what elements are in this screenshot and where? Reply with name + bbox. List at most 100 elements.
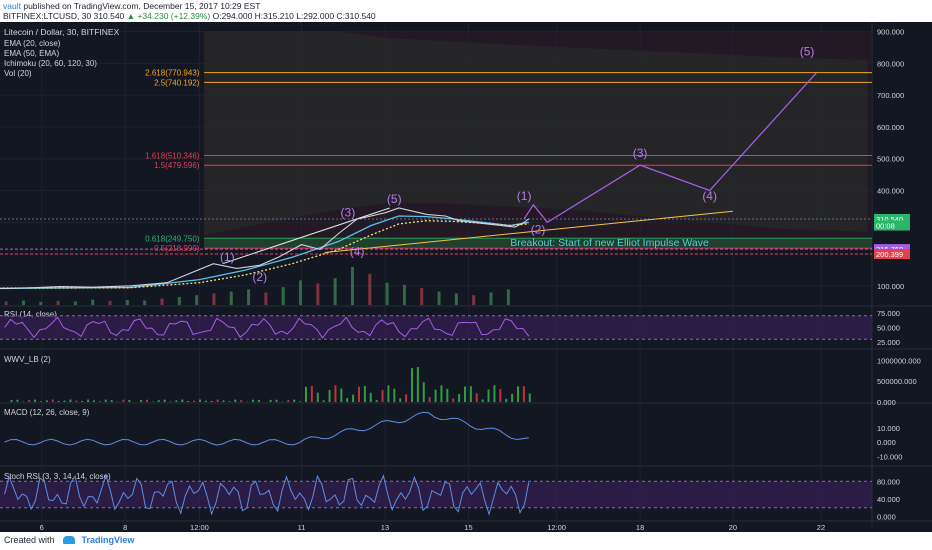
- wwv-bar-85: [505, 398, 508, 402]
- wave-label-0: (1): [220, 250, 235, 264]
- indicator-tick-1-2: 0.000: [877, 398, 896, 407]
- wwv-bar-89: [528, 393, 531, 402]
- wwv-bar-2: [16, 399, 19, 402]
- volume-bar-28: [489, 292, 493, 305]
- tradingview-brand[interactable]: TradingView: [81, 535, 135, 545]
- price-tick-6: 700.000: [877, 91, 904, 100]
- wwv-bar-80: [475, 393, 478, 402]
- wwv-bar-71: [422, 382, 425, 402]
- legend-title: Litecoin / Dollar, 30, BITFINEX: [4, 27, 120, 37]
- wwv-bar-33: [198, 399, 201, 402]
- wwv-bar-55: [328, 390, 331, 402]
- wave-label-6: (2): [531, 222, 546, 236]
- volume-bar-29: [506, 289, 510, 305]
- author-link[interactable]: vault: [3, 1, 21, 11]
- wwv-bar-4: [28, 400, 31, 402]
- time-tick-3: 11: [298, 523, 306, 532]
- wwv-bar-27: [163, 399, 166, 402]
- wwv-bar-75: [446, 388, 449, 402]
- fib-label-1: 2.5(740.192): [154, 78, 200, 87]
- legend: Litecoin / Dollar, 30, BITFINEX EMA (20,…: [4, 27, 120, 78]
- time-tick-2: 12:00: [190, 523, 209, 532]
- volume-bar-1: [21, 300, 25, 305]
- wwv-bar-15: [92, 400, 95, 402]
- indicator-tick-2-1: 0.000: [877, 438, 896, 447]
- wwv-bar-67: [399, 398, 402, 402]
- wwv-bar-32: [193, 400, 196, 402]
- wwv-bar-34: [204, 400, 207, 402]
- tradingview-logo-icon: [62, 536, 75, 544]
- time-tick-1: 8: [123, 523, 127, 532]
- pane-bg-3: [0, 405, 872, 465]
- published-text: published on TradingView.com, December 1…: [23, 1, 261, 11]
- time-tick-7: 18: [636, 523, 644, 532]
- indicator-panes: RSI (14, close) 75.000 50.000 25.000 WWV_LB …: [0, 309, 921, 521]
- price-tick-3: 400.000: [877, 187, 904, 196]
- wwv-bar-78: [463, 386, 466, 402]
- wwv-bar-50: [299, 401, 302, 402]
- volume-bar-27: [472, 295, 476, 305]
- wwv-bar-36: [216, 399, 219, 402]
- wwv-bar-38: [228, 401, 231, 402]
- wwv-bar-66: [393, 388, 396, 402]
- symbol-label: BITFINEX:LTCUSD, 30: [3, 11, 92, 21]
- price-marker-bg-0: [874, 213, 910, 224]
- wwv-bar-79: [469, 386, 472, 402]
- volume-bar-16: [281, 287, 285, 305]
- up-arrow-icon: ▲: [126, 11, 136, 21]
- wwv-bar-14: [87, 399, 90, 402]
- price-change: ▲ +34.230 (+12.39%): [127, 11, 211, 21]
- footer: Created with TradingView: [0, 532, 932, 550]
- wwv-bar-40: [240, 400, 243, 402]
- indicator-tick-0-1: 50.000: [877, 324, 900, 333]
- wwv-bar-21: [128, 399, 131, 402]
- fibonacci-levels: 2.618(770.943)2.5(740.192) 1.618(510.346)…: [0, 69, 873, 255]
- legend-ema20: EMA (20, close): [4, 39, 61, 48]
- future-zone: [204, 31, 873, 250]
- volume-bar-4: [73, 301, 77, 305]
- wwv-bar-69: [410, 368, 413, 402]
- wwv-bar-84: [499, 389, 502, 402]
- wwv-bar-1: [10, 399, 13, 402]
- time-tick-0: 6: [40, 523, 44, 532]
- indicator-line-3: [4, 473, 530, 516]
- created-with-text: Created with: [4, 535, 55, 545]
- wwv-bar-43: [257, 399, 260, 402]
- trend-line: [324, 210, 733, 254]
- last-price: 310.540: [93, 11, 125, 21]
- wwv-bar-7: [45, 400, 48, 402]
- price-change-text: +34.230 (+12.39%): [137, 11, 211, 21]
- chart-canvas[interactable]: 2.618(770.943)2.5(740.192) 1.618(510.346)…: [0, 22, 932, 532]
- volume-bar-23: [402, 284, 406, 305]
- wave-label-8: (4): [702, 189, 717, 203]
- volume-bar-7: [125, 300, 129, 305]
- volume-bar-13: [229, 291, 233, 305]
- wwv-bar-12: [75, 400, 78, 402]
- annotation-0: Breakout: Start of new Elliot Impulse Wa…: [510, 237, 709, 249]
- time-tick-5: 15: [464, 523, 472, 532]
- volume-bars: [4, 267, 510, 305]
- volume-bar-3: [56, 300, 60, 305]
- fib-label-3: 1.5(479.596): [154, 161, 200, 170]
- fib-label-0: 2.618(770.943): [145, 69, 200, 78]
- wwv-bar-13: [81, 400, 84, 402]
- volume-bar-25: [437, 291, 441, 305]
- indicator-tick-0-2: 25.000: [877, 338, 900, 347]
- wwv-bar-42: [251, 399, 254, 402]
- volume-bar-2: [39, 301, 43, 305]
- price-tick-5: 600.000: [877, 123, 904, 132]
- wwv-bar-49: [293, 399, 296, 402]
- wwv-bar-20: [122, 399, 125, 402]
- price-tick-7: 800.000: [877, 59, 904, 68]
- volume-bar-0: [4, 301, 8, 305]
- time-axis: 6 8 12:00 11 13 15 12:00 18 20 22: [40, 523, 825, 532]
- wwv-bar-9: [57, 400, 60, 402]
- wwv-bar-52: [310, 385, 313, 402]
- price-axis: 100.000200.000300.000400.000500.000600.0…: [874, 28, 910, 291]
- price-series: [0, 72, 817, 290]
- wwv-bar-87: [516, 386, 519, 402]
- indicator-band-3: [0, 481, 872, 508]
- time-tick-4: 13: [381, 523, 389, 532]
- wwv-bar-58: [346, 398, 349, 402]
- wwv-bar-17: [104, 399, 107, 402]
